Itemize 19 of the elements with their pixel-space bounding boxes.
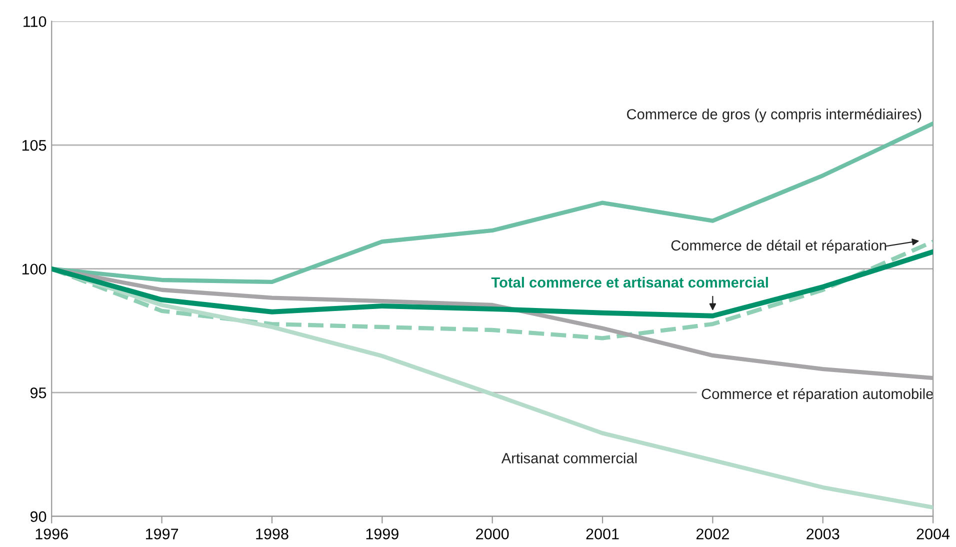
x-tick-label: 2002 [696, 528, 729, 540]
y-tick-label: 95 [30, 387, 46, 398]
x-tick-label: 1996 [36, 528, 68, 540]
x-tick-label: 1998 [256, 528, 288, 540]
series-label: Commerce de détail et réparation [671, 240, 886, 254]
x-tick-label: 2003 [806, 528, 840, 540]
series-label: Commerce et réparation automobile [702, 388, 934, 402]
x-tick-label: 2001 [586, 528, 619, 540]
y-tick-label: 110 [24, 16, 46, 28]
y-tick-label: 105 [22, 140, 46, 151]
y-tick-label: 90 [30, 511, 46, 522]
y-tick-label: 100 [22, 264, 46, 275]
x-tick-label: 1997 [146, 528, 178, 540]
x-tick-label: 2004 [916, 528, 950, 540]
x-tick-label: 2000 [476, 528, 509, 540]
x-tick-label: 1999 [366, 528, 398, 540]
series-label: Artisanat commercial [501, 452, 637, 464]
series-label: Commerce de gros (y compris intermédiaires) [627, 108, 922, 122]
series-label: Total commerce et artisanat commercial [491, 276, 768, 288]
